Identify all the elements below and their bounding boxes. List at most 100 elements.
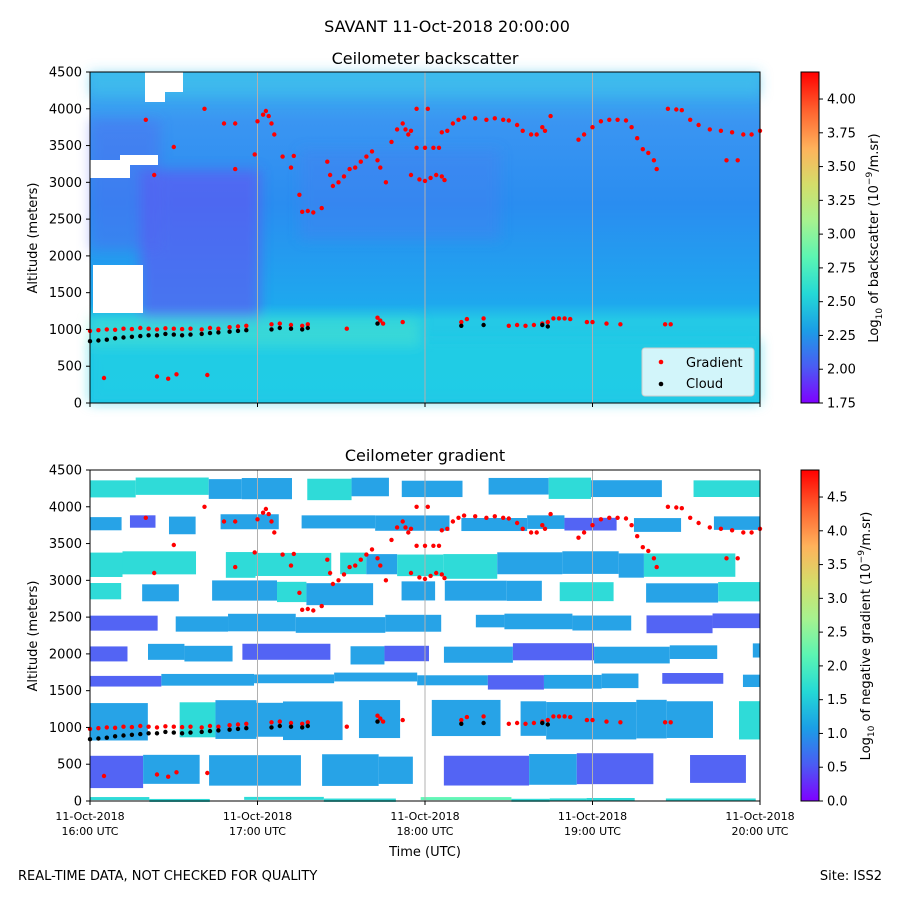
gradient-cell: [527, 515, 565, 529]
gradient-cell: [397, 554, 444, 577]
gradient-point: [484, 515, 489, 520]
gradient-point: [414, 145, 419, 150]
gradient-point: [300, 209, 305, 214]
gradient-point: [417, 177, 422, 182]
gradient-point: [431, 543, 436, 548]
gradient-point: [403, 127, 408, 132]
gradient-cell: [718, 582, 760, 602]
gradient-point: [375, 315, 380, 320]
gradient-point: [221, 519, 227, 524]
gradient-point: [297, 590, 302, 595]
gradient-cell: [307, 478, 352, 501]
y-tick-label: 4000: [49, 102, 82, 117]
colorbar-tick-label: 3.75: [827, 126, 856, 141]
gradient-point: [735, 556, 740, 561]
gradient-cell: [591, 480, 662, 498]
cloud-point: [179, 731, 185, 736]
gradient-point: [171, 144, 176, 150]
gradient-point: [369, 547, 375, 552]
colorbar-tick-label: 0.0: [827, 795, 848, 810]
gradient-point: [260, 112, 266, 117]
gradient-point: [400, 319, 405, 325]
gradient-point: [590, 319, 595, 325]
gradient-point: [216, 326, 221, 331]
gradient-point: [101, 773, 107, 779]
gradient-point: [696, 520, 701, 526]
gradient-point: [288, 563, 294, 568]
gradient-cell: [646, 615, 713, 634]
colorbar-tick-label: 2.5: [827, 626, 848, 641]
gradient-point: [506, 721, 511, 726]
gradient-point: [581, 132, 587, 137]
gradient-cell: [277, 581, 307, 603]
cloud-point: [96, 736, 101, 741]
cloud-point: [163, 331, 168, 337]
gradient-y-axis: 0 500 1000 1500 2000 2500 3000 3500 4000 4500: [49, 464, 90, 810]
cloud-point: [163, 729, 168, 735]
gradient-point: [336, 578, 341, 583]
gradient-point: [459, 319, 464, 325]
x-tick-label-date: 11-Oct-2018: [55, 810, 124, 823]
y-tick-label: 2500: [49, 611, 82, 626]
gradient-point: [403, 525, 408, 530]
y-tick-label: 500: [57, 360, 82, 375]
cloud-point: [459, 323, 464, 328]
gradient-cell: [149, 798, 210, 802]
gradient-cell: [350, 646, 385, 665]
cloud-point: [277, 723, 282, 729]
colorbar-tick-label: 3.0: [827, 592, 848, 607]
gradient-point: [146, 724, 151, 729]
gradient-colorbar-ticks: 0.0 0.5 1.0 1.5 2.0 2.5 3.0 3.5 4.0 4.5: [819, 491, 848, 810]
gradient-point: [207, 325, 213, 331]
gradient-point: [202, 504, 207, 509]
gradient-cell: [215, 700, 257, 739]
gradient-cell: [548, 477, 592, 499]
gradient-point: [252, 152, 257, 157]
gradient-point: [235, 324, 241, 329]
gradient-point: [166, 774, 171, 779]
gradient-point: [729, 130, 735, 135]
y-tick-label: 2000: [49, 647, 82, 662]
gradient-point: [121, 326, 126, 331]
gradient-point: [531, 322, 537, 328]
gradient-cell: [168, 516, 196, 535]
gradient-point: [528, 530, 534, 535]
gradient-point: [383, 180, 389, 185]
gradient-cell: [562, 551, 619, 574]
gradient-cell: [340, 552, 367, 575]
colorbar-tick-label: 4.5: [827, 491, 848, 506]
gradient-cell: [662, 673, 724, 684]
cloud-point: [481, 720, 486, 726]
gradient-point: [576, 535, 581, 540]
gradient-point: [146, 326, 151, 331]
gradient-point: [422, 543, 428, 548]
gradient-cell: [90, 797, 150, 801]
gradient-cell: [90, 755, 144, 789]
gradient-point: [481, 714, 486, 719]
backscatter-colorbar-ticks: 1.75 2.00 2.25 2.50 2.75 3.00 3.25 3.50 3.75 4.00: [819, 93, 856, 412]
cloud-point: [104, 735, 110, 740]
gradient-cell: [506, 580, 542, 601]
gradient-point: [166, 376, 171, 381]
gradient-title: Ceilometer gradient: [345, 446, 505, 465]
gradient-point: [255, 517, 260, 522]
gradient-cell: [90, 646, 128, 662]
gradient-point: [629, 523, 634, 528]
x-tick-label-date: 11-Oct-2018: [725, 810, 794, 823]
gradient-cell: [549, 798, 587, 802]
gradient-point: [288, 720, 294, 726]
gradient-point: [188, 724, 193, 729]
gradient-point: [327, 172, 333, 178]
gradient-point: [629, 125, 634, 130]
backscatter-colorbar: 1.75 2.00 2.25 2.50 2.75 3.00 3.25 3.50 3.75 4.00…: [800, 71, 885, 412]
cloud-point: [207, 330, 213, 336]
y-tick-label: 1500: [49, 286, 82, 301]
y-tick-label: 2000: [49, 249, 82, 264]
gradient-point: [336, 180, 341, 185]
gradient-cell: [443, 554, 498, 579]
gradient-point: [96, 328, 101, 333]
gradient-markers: [87, 504, 763, 779]
gradient-point: [450, 121, 456, 126]
gradient-point: [280, 552, 285, 557]
gradient-point: [417, 575, 422, 580]
